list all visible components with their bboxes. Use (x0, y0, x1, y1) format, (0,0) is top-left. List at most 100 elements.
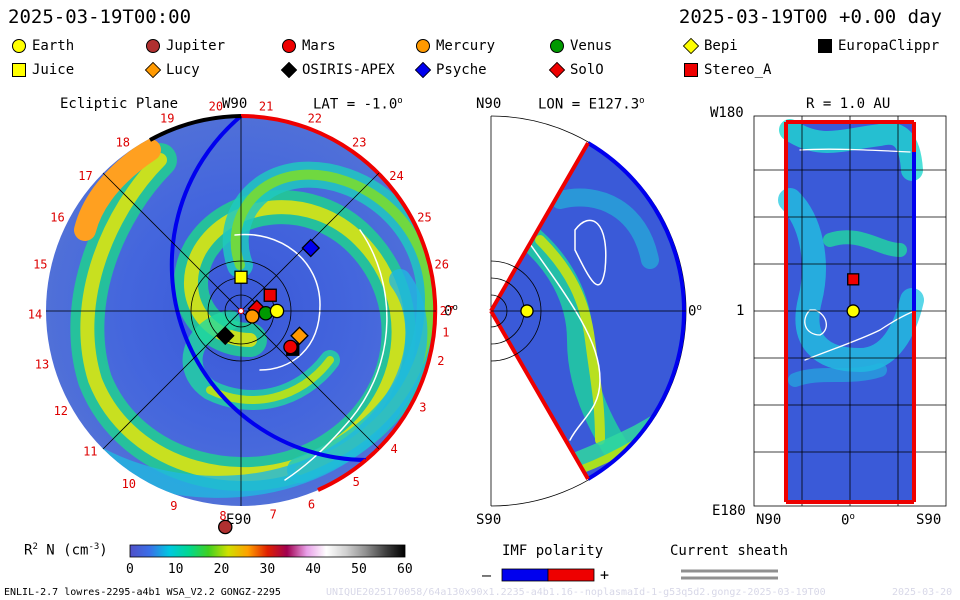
colorbar-tick-label: 40 (305, 562, 321, 577)
marker-earth (269, 303, 285, 319)
carrington-label: 4 (390, 442, 397, 456)
imf-minus-label: – (482, 566, 492, 584)
meridional-bottom-label: S90 (476, 512, 502, 528)
radial-panel-title: R = 1.0 AU (806, 96, 891, 112)
legend-label: Psyche (436, 62, 487, 78)
legend-item-stereo-a: Stereo_A (684, 62, 771, 78)
ecliptic-lat-label: LAT = -1.0o (313, 96, 403, 113)
carrington-label: 2 (437, 354, 444, 368)
marker-psyche (301, 238, 321, 258)
marker-earth (520, 304, 534, 318)
carrington-label: 10 (122, 477, 136, 491)
legend-label: Mars (302, 38, 336, 54)
square-marker-icon (684, 63, 698, 77)
square-marker-icon (818, 39, 832, 53)
meridional-top-label: N90 (476, 96, 502, 112)
colorbar-label: R2 N (cm-3) (24, 542, 108, 559)
meridional-wedge (489, 115, 687, 507)
carrington-label: 26 (434, 258, 448, 272)
marker-jupiter (217, 519, 233, 535)
imf-polarity-title: IMF polarity (502, 543, 604, 559)
circle-marker-icon (282, 39, 296, 53)
object-markers (215, 238, 860, 535)
radial-top-left-label: W180 (710, 105, 744, 121)
carrington-label: 16 (50, 211, 64, 225)
imf-polarity-bar (501, 568, 595, 582)
colorbar-tick-label: 20 (213, 562, 230, 577)
carrington-label: 5 (353, 475, 360, 489)
legend-item-venus: Venus (550, 38, 612, 54)
radial-x-mid-label: 0o (841, 512, 855, 529)
square-marker-icon (12, 63, 26, 77)
radial-x-left-label: N90 (756, 512, 782, 528)
marker-lucy (290, 326, 309, 346)
legend-item-europaclippr: EuropaClippr (818, 38, 939, 54)
legend-item-lucy: Lucy (144, 61, 200, 79)
carrington-label: 12 (54, 404, 68, 418)
meridional-right-label: 0o (688, 303, 702, 320)
colorbar-tick-label: 50 (351, 562, 367, 577)
marker-earth (846, 304, 860, 318)
marker-stereo-a (847, 273, 860, 286)
carrington-label: 18 (116, 135, 130, 149)
colorbar-tick-label: 60 (397, 562, 413, 577)
radial-mid-left-label: 1 (736, 303, 745, 319)
ecliptic-top-label: W90 (222, 96, 248, 112)
footer-model-info: ENLIL-2.7 lowres-2295-a4b1 WSA_V2.2 GONG… (4, 587, 281, 598)
meridional-lon-label: LON = E127.3o (538, 96, 645, 113)
legend-label: Lucy (166, 62, 200, 78)
circle-marker-icon (12, 39, 26, 53)
carrington-label: 27 (440, 304, 454, 318)
carrington-label: 19 (160, 112, 174, 126)
colorbar-tick-label: 0 (126, 562, 134, 577)
legend-label: OSIRIS-APEX (302, 62, 395, 78)
sun-marker (238, 308, 244, 314)
legend-item-bepi: Bepi (682, 37, 738, 55)
carrington-label: 15 (33, 258, 47, 272)
marker-mercury (244, 309, 260, 324)
legend-label: Mercury (436, 38, 496, 54)
legend-item-earth: Earth (12, 38, 74, 54)
carrington-label: 17 (78, 169, 92, 183)
colorbar (129, 544, 406, 558)
legend-item-solo: SolO (548, 61, 604, 79)
ecliptic-panel-title: Ecliptic Plane (60, 96, 179, 112)
legend-label: Earth (32, 38, 75, 54)
carrington-label: 20 (209, 100, 223, 114)
marker-mars (283, 339, 298, 355)
current-sheath-sample (681, 569, 778, 580)
legend-label: Stereo_A (704, 62, 772, 78)
legend-item-juice: Juice (12, 62, 74, 78)
relative-time-header: 2025-03-19T00 +0.00 day (678, 6, 942, 28)
legend-item-osiris-apex: OSIRIS-APEX (280, 61, 395, 79)
legend-label: Jupiter (166, 38, 226, 54)
legend-item-psyche: Psyche (414, 61, 487, 79)
carrington-label: 14 (28, 308, 42, 322)
radial-bottom-left-label: E180 (712, 503, 746, 519)
colorbar-tick-label: 10 (167, 562, 184, 577)
legend-item-mars: Mars (282, 38, 336, 54)
radial-x-right-label: S90 (916, 512, 942, 528)
carrington-label: 25 (417, 211, 431, 225)
carrington-label: 11 (83, 445, 97, 459)
footer-run-id: UNIQUE2025170058/64a130x90x1.2235-a4b1.1… (326, 587, 826, 598)
datetime-header: 2025-03-19T00:00 (8, 6, 192, 28)
carrington-label: 22 (308, 112, 322, 126)
carrington-label: 13 (35, 357, 49, 371)
legend-label: EuropaClippr (838, 38, 940, 54)
legend-label: SolO (570, 62, 604, 78)
circle-marker-icon (416, 39, 430, 53)
colorbar-tick-label: 30 (259, 562, 276, 577)
legend-label: Venus (570, 38, 613, 54)
carrington-label: 3 (419, 401, 426, 415)
carrington-label: 8 (219, 509, 226, 523)
legend-label: Bepi (704, 38, 738, 54)
carrington-label: 6 (308, 498, 315, 512)
legend-label: Juice (32, 62, 75, 78)
carrington-label: 1 (442, 326, 449, 340)
circle-marker-icon (550, 39, 564, 53)
carrington-label: 21 (259, 100, 273, 114)
current-sheath-title: Current sheath (670, 543, 789, 559)
